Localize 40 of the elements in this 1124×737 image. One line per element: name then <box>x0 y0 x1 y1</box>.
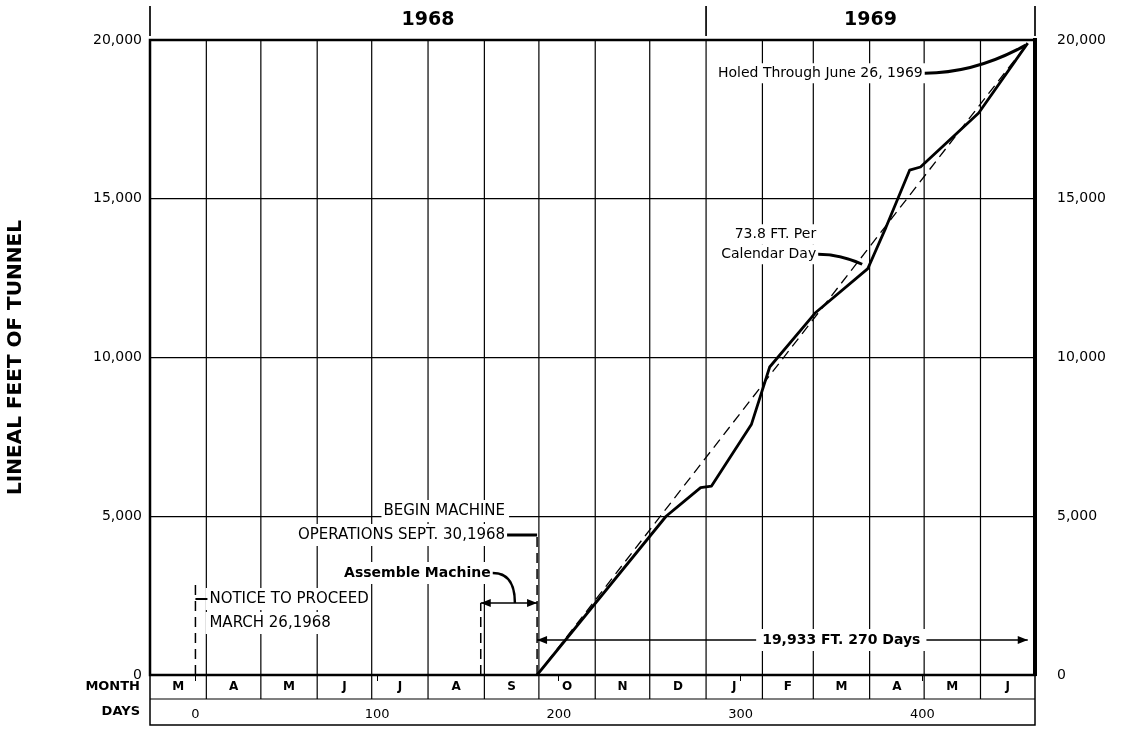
text: M <box>946 679 959 694</box>
text: D <box>672 679 683 694</box>
text: N <box>617 679 628 694</box>
annotation: Holed Through June 26, 1969 <box>717 63 923 80</box>
x-tick-label: 100 <box>364 706 390 722</box>
y-tick-label: 5,000 <box>101 506 142 523</box>
text: S <box>507 679 516 694</box>
text: J <box>341 679 347 694</box>
y2-tick-label: 5,000 <box>1057 506 1098 523</box>
text: J <box>731 679 737 694</box>
annotation: 19,933 FT. 270 Days <box>762 630 921 647</box>
text: A <box>228 679 239 694</box>
y2-tick-label: 15,000 <box>1057 189 1106 206</box>
y-axis-title: LINEAL FEET OF TUNNEL <box>2 219 27 495</box>
annotation: 73.8 FT. Per Calendar Day <box>721 224 817 261</box>
y2-tick-label: 0 <box>1057 665 1066 682</box>
y-tick-label: 15,000 <box>93 189 142 206</box>
x-axis-title: DAYS <box>101 703 140 719</box>
y-tick-label: 20,000 <box>93 30 142 47</box>
text: M <box>835 679 848 694</box>
ref-line-label: NOTICE TO PROCEED MARCH 26,1968 <box>209 588 369 631</box>
x-tick-label: 200 <box>546 706 572 722</box>
text: A <box>892 679 903 694</box>
text: O <box>561 679 573 694</box>
x-tick-label: 300 <box>728 706 754 722</box>
ref-line-label: BEGIN MACHINE OPERATIONS SEPT. 30,1968 <box>297 500 506 543</box>
text: J <box>396 679 403 694</box>
text: F <box>783 679 792 694</box>
y2-tick-label: 10,000 <box>1057 348 1106 365</box>
annotation: Assemble Machine <box>344 563 491 580</box>
y-tick-label: 10,000 <box>93 348 142 365</box>
x-tick-label: 0 <box>191 706 200 722</box>
text: A <box>451 679 462 694</box>
y2-tick-label: 20,000 <box>1057 30 1106 47</box>
x-tick-label: 400 <box>909 706 935 722</box>
text: 1968 <box>401 6 455 29</box>
text: M <box>283 679 295 694</box>
text: J <box>1004 679 1010 694</box>
text: M <box>172 679 185 694</box>
text: 1969 <box>844 6 897 29</box>
